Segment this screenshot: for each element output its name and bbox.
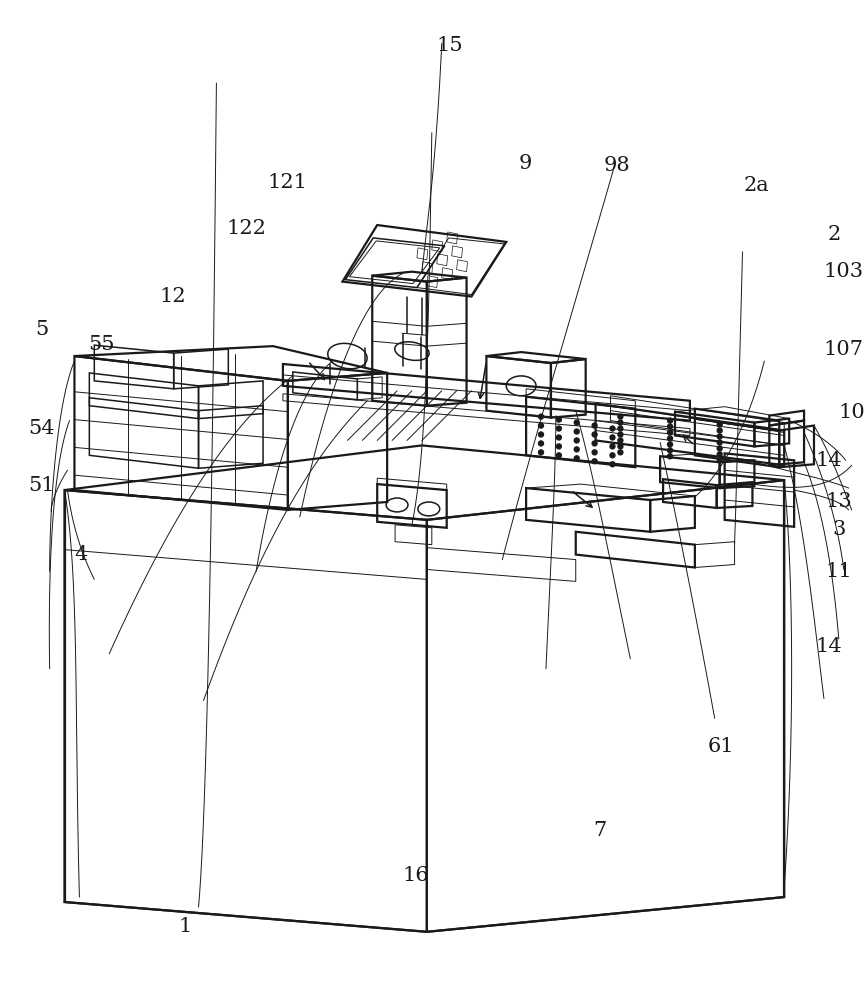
Circle shape bbox=[574, 438, 580, 443]
Text: 10: 10 bbox=[838, 403, 865, 422]
Text: 11: 11 bbox=[825, 562, 852, 581]
Text: 7: 7 bbox=[593, 821, 606, 840]
Circle shape bbox=[574, 456, 580, 461]
Circle shape bbox=[593, 450, 597, 455]
Circle shape bbox=[618, 438, 623, 443]
Circle shape bbox=[668, 430, 672, 435]
Circle shape bbox=[668, 442, 672, 447]
Circle shape bbox=[717, 452, 722, 457]
Circle shape bbox=[556, 435, 561, 440]
Text: 3: 3 bbox=[832, 520, 845, 539]
Text: 2: 2 bbox=[827, 225, 841, 244]
Text: 61: 61 bbox=[708, 737, 734, 756]
Circle shape bbox=[618, 420, 623, 425]
Text: 103: 103 bbox=[823, 262, 864, 281]
Circle shape bbox=[593, 423, 597, 428]
Text: 54: 54 bbox=[29, 419, 55, 438]
Circle shape bbox=[593, 432, 597, 437]
Text: 51: 51 bbox=[29, 476, 55, 495]
Circle shape bbox=[539, 441, 543, 446]
Circle shape bbox=[717, 428, 722, 433]
Text: 122: 122 bbox=[227, 219, 266, 238]
Circle shape bbox=[610, 435, 615, 440]
Text: 9: 9 bbox=[518, 154, 532, 173]
Circle shape bbox=[574, 429, 580, 434]
Circle shape bbox=[618, 432, 623, 437]
Circle shape bbox=[556, 453, 561, 458]
Circle shape bbox=[610, 426, 615, 431]
Circle shape bbox=[610, 453, 615, 458]
Circle shape bbox=[610, 444, 615, 449]
Circle shape bbox=[556, 417, 561, 422]
Circle shape bbox=[539, 432, 543, 437]
Circle shape bbox=[539, 414, 543, 419]
Circle shape bbox=[668, 424, 672, 429]
Text: 2a: 2a bbox=[744, 176, 769, 195]
Circle shape bbox=[556, 444, 561, 449]
Text: 107: 107 bbox=[823, 340, 864, 359]
Circle shape bbox=[668, 454, 672, 459]
Text: 98: 98 bbox=[604, 156, 631, 175]
Circle shape bbox=[618, 450, 623, 455]
Text: 1: 1 bbox=[178, 917, 191, 936]
Text: 12: 12 bbox=[159, 287, 186, 306]
Circle shape bbox=[574, 420, 580, 425]
Circle shape bbox=[668, 448, 672, 453]
Text: 5: 5 bbox=[35, 320, 48, 339]
Circle shape bbox=[618, 444, 623, 449]
Text: 121: 121 bbox=[268, 173, 308, 192]
Circle shape bbox=[717, 458, 722, 463]
Text: 14: 14 bbox=[816, 637, 843, 656]
Circle shape bbox=[539, 450, 543, 455]
Circle shape bbox=[668, 436, 672, 441]
Text: 55: 55 bbox=[88, 335, 114, 354]
Text: 13: 13 bbox=[825, 492, 852, 511]
Text: 16: 16 bbox=[402, 866, 429, 885]
Circle shape bbox=[717, 422, 722, 427]
Text: 14: 14 bbox=[816, 451, 843, 470]
Circle shape bbox=[668, 418, 672, 423]
Circle shape bbox=[593, 441, 597, 446]
Circle shape bbox=[574, 447, 580, 452]
Circle shape bbox=[593, 459, 597, 464]
Circle shape bbox=[717, 434, 722, 439]
Circle shape bbox=[717, 440, 722, 445]
Circle shape bbox=[618, 426, 623, 431]
Circle shape bbox=[618, 414, 623, 419]
Circle shape bbox=[717, 446, 722, 451]
Text: 4: 4 bbox=[74, 545, 88, 564]
Circle shape bbox=[610, 462, 615, 467]
Text: 15: 15 bbox=[436, 36, 463, 55]
Circle shape bbox=[556, 426, 561, 431]
Circle shape bbox=[539, 423, 543, 428]
